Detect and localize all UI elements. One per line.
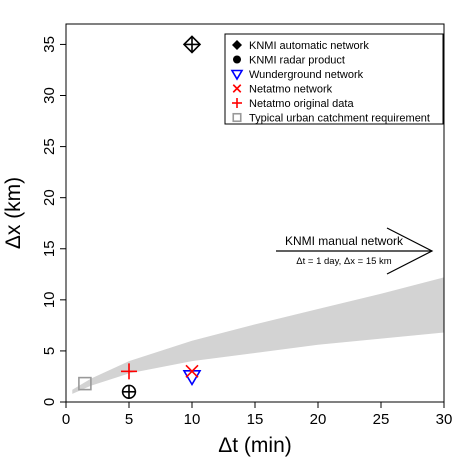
x-tick-label: 10: [184, 411, 201, 428]
legend-marker: [232, 40, 242, 50]
y-tick-label: 15: [41, 240, 58, 257]
legend-item: Typical urban catchment requirement: [232, 112, 430, 125]
y-tick-label: 20: [41, 189, 58, 206]
y-axis-title: Δx (km): [2, 177, 25, 249]
legend-label: Typical urban catchment requirement: [249, 113, 430, 125]
y-tick-label: 10: [41, 291, 58, 308]
y-tick-label: 0: [41, 398, 58, 406]
x-tick-label: 30: [436, 411, 453, 428]
legend-label: Netatmo original data: [249, 98, 354, 110]
data-point: [78, 376, 92, 391]
data-point: [121, 384, 137, 399]
y-tick-label: 30: [41, 87, 58, 104]
legend-item: Netatmo network: [232, 84, 333, 96]
annotation-label: KNMI manual network: [285, 234, 404, 248]
legend-item: Netatmo original data: [232, 98, 354, 110]
legend-marker: [232, 112, 242, 123]
y-tick-label: 25: [41, 138, 58, 155]
y-tick-label: 35: [41, 36, 58, 53]
x-tick-label: 15: [247, 411, 264, 428]
legend-marker: [232, 84, 242, 93]
legend-marker: [230, 69, 244, 81]
legend-label: KNMI automatic network: [249, 40, 369, 52]
data-point: [121, 363, 137, 380]
legend-label: Wunderground network: [249, 69, 364, 81]
y-tick-label: 5: [41, 347, 58, 355]
legend: KNMI automatic network KNMI radar product…: [224, 33, 444, 125]
legend-marker: [233, 55, 241, 64]
legend-box: [224, 33, 444, 125]
legend-item: KNMI automatic network: [232, 40, 369, 52]
x-tick-label: 25: [373, 411, 390, 428]
x-tick-label: 0: [62, 411, 70, 428]
legend-item: Wunderground network: [230, 69, 364, 81]
arrow-right-icon: [386, 227, 434, 275]
legend-marker: [232, 98, 242, 108]
x-axis-title: Δt (min): [218, 434, 292, 457]
data-point: [182, 35, 202, 54]
x-tick-label: 5: [125, 411, 133, 428]
legend-label: Netatmo network: [249, 84, 333, 96]
x-tick-label: 20: [310, 411, 327, 428]
manual-network-annotation: KNMI manual network Δt = 1 day, Δx = 15 …: [276, 227, 434, 275]
legend-label: KNMI radar product: [249, 55, 345, 67]
annotation-sublabel: Δt = 1 day, Δx = 15 km: [296, 256, 392, 267]
urban-requirement-band: [72, 277, 445, 394]
data-point: [185, 364, 199, 378]
legend-item: KNMI radar product: [233, 55, 345, 67]
